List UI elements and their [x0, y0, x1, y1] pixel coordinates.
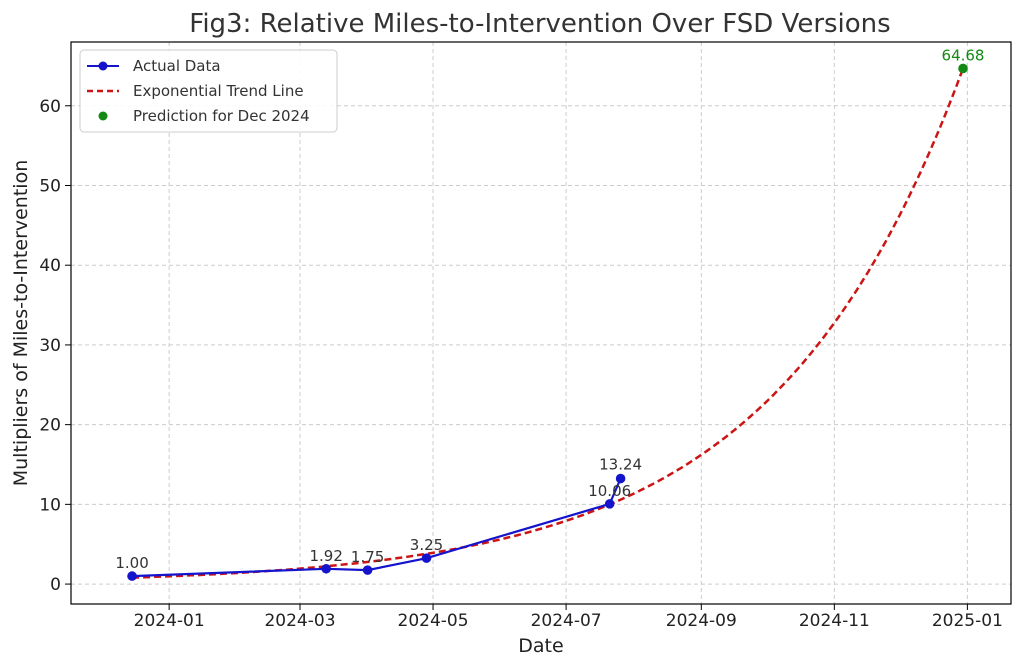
- x-tick-label-6: 2025-01: [932, 611, 1003, 631]
- actual-data-label-5: 13.24: [599, 456, 642, 474]
- x-axis-label: Date: [518, 635, 563, 657]
- legend-label-trend: Exponential Trend Line: [133, 82, 304, 100]
- legend-marker-actual: [98, 61, 108, 71]
- prediction-point-0: [958, 63, 968, 74]
- legend-label-actual: Actual Data: [133, 57, 221, 75]
- trend-line-layer: [132, 68, 965, 579]
- actual-data-label-3: 3.25: [410, 536, 443, 554]
- legend-label-prediction: Prediction for Dec 2024: [133, 107, 310, 125]
- plot-frame: [70, 41, 1012, 605]
- actual-data-label-2: 1.75: [351, 548, 384, 566]
- actual-data-point-0: [127, 571, 137, 581]
- chart-title: Fig3: Relative Miles-to-Intervention Ove…: [189, 9, 890, 39]
- y-tick-label-6: 60: [39, 97, 61, 117]
- actual-data-layer: [127, 473, 626, 581]
- y-tick-label-1: 10: [39, 495, 61, 515]
- actual-data-point-3: [421, 553, 432, 563]
- data-labels: 1.00 1.92 1.75 3.25 10.06 13.24 64.68: [115, 46, 984, 572]
- x-tick-label-2: 2024-05: [398, 611, 469, 631]
- x-tick-label-0: 2024-01: [134, 611, 205, 631]
- legend-marker-prediction: [98, 111, 108, 121]
- y-tick-label-3: 30: [39, 336, 61, 356]
- y-tick-label-0: 0: [50, 575, 61, 595]
- trend-line: [132, 68, 965, 579]
- y-tick-label-4: 40: [39, 256, 61, 276]
- actual-data-point-5: [615, 473, 626, 484]
- actual-data-label-0: 1.00: [115, 554, 148, 572]
- prediction-layer: [958, 63, 968, 74]
- actual-data-point-1: [321, 563, 331, 574]
- y-tick-label-5: 50: [39, 176, 61, 196]
- x-tick-label-3: 2024-07: [531, 611, 602, 631]
- actual-data-label-1: 1.92: [309, 547, 342, 565]
- x-tick-label-5: 2024-11: [799, 611, 870, 631]
- legend: Actual Data Exponential Trend Line Predi…: [79, 49, 338, 133]
- x-tick-label-4: 2024-09: [666, 611, 737, 631]
- axis-ticks: 2024-01 2024-03 2024-05 2024-07 2024-09 2024-…: [39, 97, 1003, 631]
- legend-box: [79, 49, 338, 133]
- y-axis-label: Multipliers of Miles-to-Intervention: [10, 160, 32, 487]
- x-tick-label-1: 2024-03: [264, 611, 335, 631]
- actual-data-point-2: [362, 565, 373, 575]
- actual-data-label-4: 10.06: [588, 482, 631, 500]
- prediction-label-0: 64.68: [942, 46, 985, 64]
- y-tick-label-2: 20: [39, 416, 61, 436]
- actual-data-point-4: [604, 499, 615, 509]
